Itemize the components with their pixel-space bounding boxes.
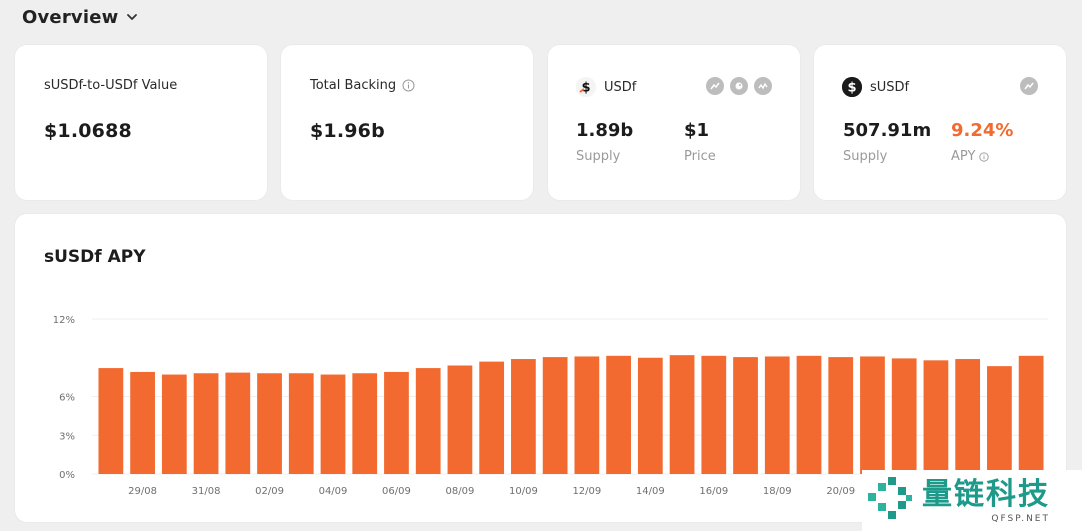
value-card-label: sUSDf-to-USDf Value — [44, 78, 178, 93]
bar-30/08[interactable] — [161, 374, 187, 474]
susdf-supply-value: 507.91m — [843, 120, 932, 141]
x-tick-label: 04/09 — [319, 486, 348, 497]
susdf-apy-stat: 9.24% APY — [951, 120, 1013, 164]
bar-26/09[interactable] — [1018, 355, 1044, 474]
info-icon[interactable] — [979, 151, 990, 162]
x-tick-label: 10/09 — [509, 486, 538, 497]
x-tick-label: 20/09 — [826, 486, 855, 497]
bar-02/09[interactable] — [257, 373, 282, 474]
x-tick-label: 29/08 — [128, 486, 157, 497]
bar-25/09[interactable] — [987, 366, 1012, 474]
usdf-price-value: $1 — [684, 120, 710, 141]
page-title: Overview — [22, 6, 119, 28]
y-tick-label: 6% — [59, 393, 75, 404]
backing-card-value: $1.96b — [310, 120, 385, 142]
usdf-supply-label: Supply — [576, 149, 621, 164]
usdf-name: USDf — [604, 79, 637, 95]
bar-20/09[interactable] — [828, 357, 854, 474]
svg-text:$: $ — [847, 81, 856, 96]
x-tick-label: 08/09 — [446, 486, 475, 497]
bar-07/09[interactable] — [415, 368, 441, 474]
bar-21/09[interactable] — [860, 356, 885, 474]
bar-28/08[interactable] — [98, 368, 124, 474]
x-tick-label: 02/09 — [255, 486, 284, 497]
coingecko-link-icon[interactable] — [730, 77, 748, 95]
bar-29/08[interactable] — [130, 371, 155, 474]
bar-06/09[interactable] — [384, 371, 409, 474]
x-tick-label: 06/09 — [382, 486, 411, 497]
susdf-apy-value: 9.24% — [951, 120, 1014, 141]
watermark-en: QFSP.NET — [991, 513, 1050, 524]
y-tick-label: 12% — [53, 315, 75, 326]
coinmarketcap-link-icon[interactable] — [754, 77, 772, 95]
bar-11/09[interactable] — [542, 357, 568, 474]
susdf-token-label: $ sUSDf — [842, 77, 909, 97]
susdf-external-links — [1020, 77, 1038, 95]
y-tick-label: 0% — [59, 470, 75, 481]
y-tick-label: 3% — [59, 431, 75, 442]
bar-03/09[interactable] — [288, 373, 314, 474]
usdf-price-stat: $1 Price — [684, 120, 716, 164]
susdf-apy-label: APY — [951, 149, 976, 164]
value-card-value: $1.0688 — [44, 120, 132, 142]
susdf-supply-label: Supply — [843, 149, 888, 164]
watermark-logo-icon — [864, 473, 916, 529]
x-tick-label: 31/08 — [192, 486, 221, 497]
usdf-external-links — [706, 77, 772, 95]
bar-04/09[interactable] — [320, 374, 346, 474]
bar-16/09[interactable] — [701, 355, 727, 474]
usdf-supply-value: 1.89b — [576, 120, 634, 141]
bar-08/09[interactable] — [447, 365, 473, 475]
bar-17/09[interactable] — [733, 357, 758, 474]
susdf-apy-label-row: APY — [951, 149, 1013, 164]
bar-10/09[interactable] — [511, 359, 536, 474]
susdf-supply-stat: 507.91m Supply — [843, 120, 931, 164]
susdf-logo-icon: $ — [842, 77, 862, 97]
bar-01/09[interactable] — [225, 372, 251, 474]
bar-14/09[interactable] — [637, 357, 663, 474]
apy-bar-chart: 0% 3% 6% 12% 29/08 31/08 02/09 04/09 06/09 08/09 1… — [53, 315, 1048, 497]
bar-13/09[interactable] — [606, 355, 631, 474]
overview-dropdown[interactable]: Overview — [22, 5, 138, 29]
bar-18/09[interactable] — [764, 356, 790, 474]
usdf-logo-icon: $ — [576, 77, 596, 97]
backing-card-label: Total Backing — [310, 78, 397, 93]
watermark: 量链科技 QFSP.NET — [862, 470, 1082, 531]
bar-09/09[interactable] — [479, 361, 505, 474]
backing-card: Total Backing $1.96b — [281, 45, 533, 200]
bar-12/09[interactable] — [574, 356, 600, 474]
bar-19/09[interactable] — [796, 355, 822, 474]
usdf-supply-stat: 1.89b Supply — [576, 120, 633, 164]
usdf-token-label: $ USDf — [576, 77, 636, 97]
bar-05/09[interactable] — [352, 373, 378, 474]
x-tick-label: 14/09 — [636, 486, 665, 497]
backing-card-label-row: Total Backing — [310, 78, 415, 93]
usdf-card: $ USDf 1.89b Supply $1 Price — [548, 45, 800, 200]
chart-title: sUSDf APY — [44, 247, 146, 267]
defillama-link-icon[interactable] — [1020, 77, 1038, 95]
x-tick-label: 18/09 — [763, 486, 792, 497]
usdf-price-label: Price — [684, 149, 716, 164]
x-tick-label: 16/09 — [699, 486, 728, 497]
watermark-cn: 量链科技 — [922, 476, 1050, 512]
watermark-text: 量链科技 QFSP.NET — [922, 476, 1050, 524]
bar-24/09[interactable] — [955, 359, 981, 474]
chevron-down-icon — [126, 11, 138, 23]
bar-22/09[interactable] — [891, 358, 917, 474]
susdf-name: sUSDf — [870, 79, 910, 95]
bar-23/09[interactable] — [923, 360, 949, 474]
susdf-card: $ sUSDf 507.91m Supply 9.24% APY — [814, 45, 1066, 200]
value-card: sUSDf-to-USDf Value $1.0688 — [15, 45, 267, 200]
defillama-link-icon[interactable] — [706, 77, 724, 95]
svg-text:$: $ — [581, 81, 590, 96]
bar-15/09[interactable] — [669, 355, 695, 474]
bar-31/08[interactable] — [193, 373, 219, 474]
x-tick-label: 12/09 — [572, 486, 601, 497]
info-icon[interactable] — [402, 79, 415, 92]
